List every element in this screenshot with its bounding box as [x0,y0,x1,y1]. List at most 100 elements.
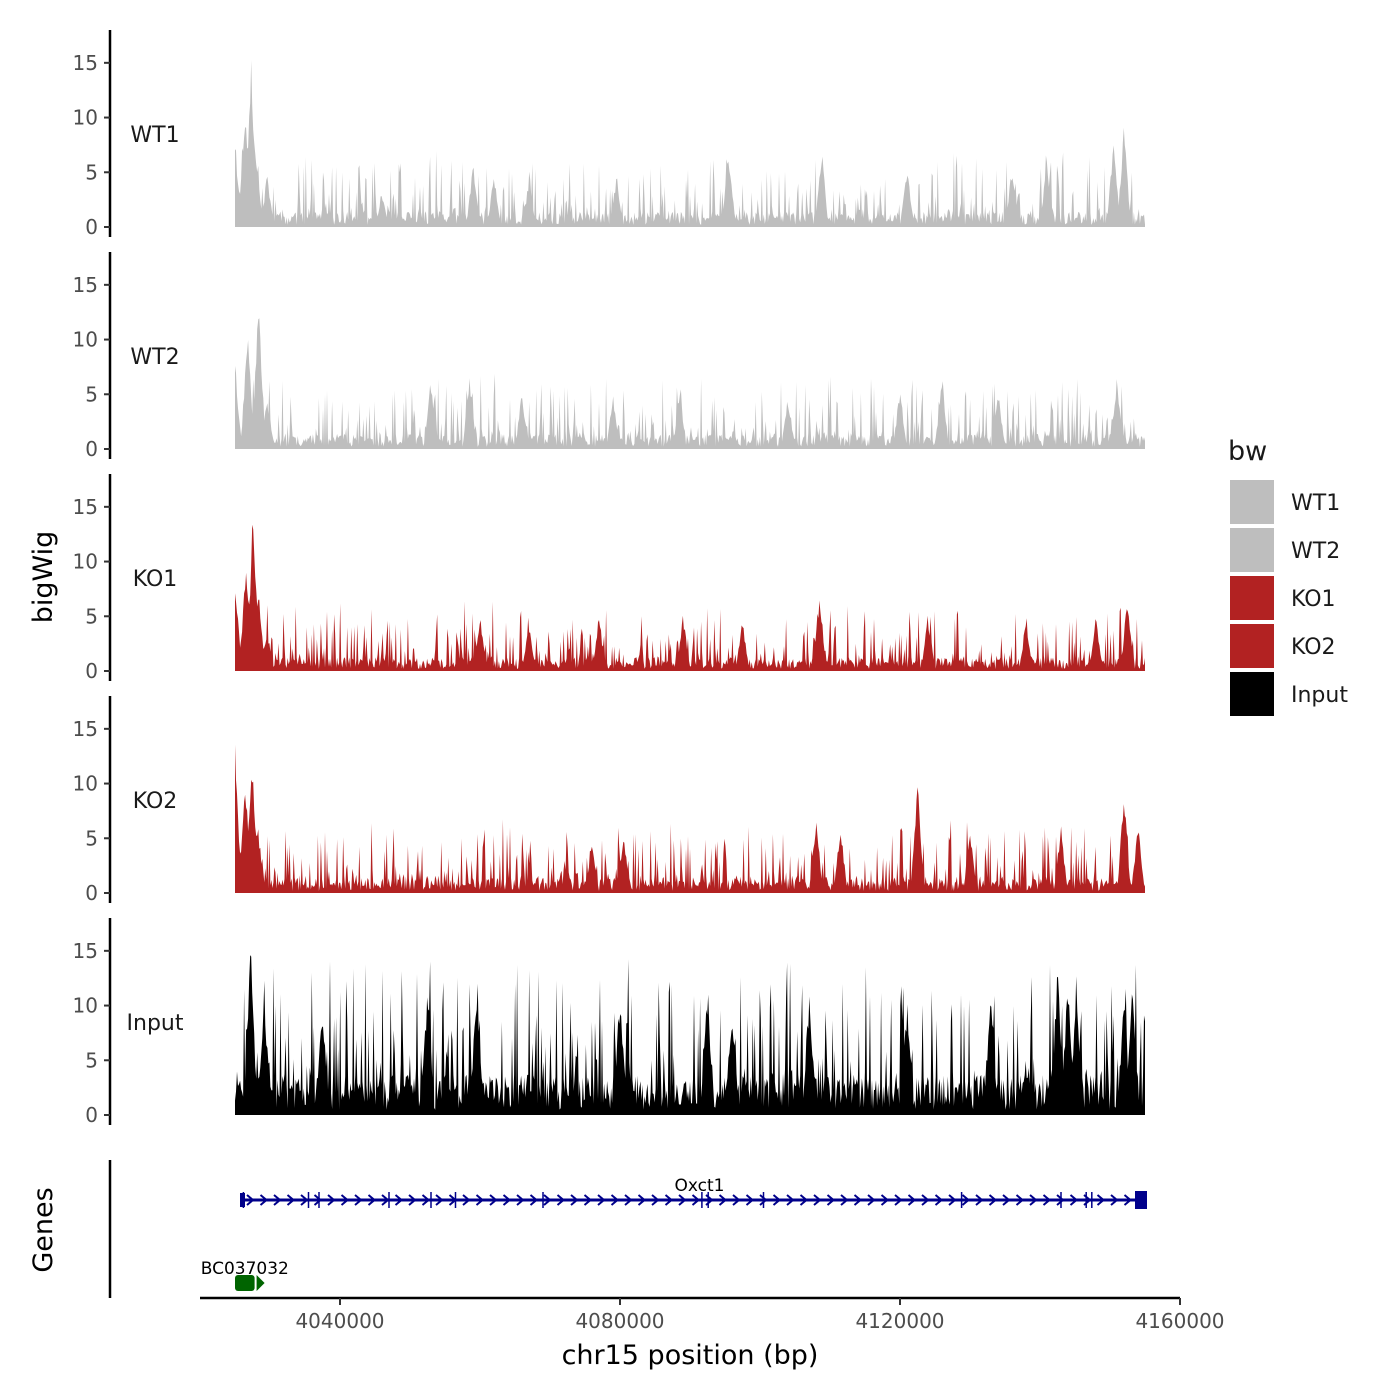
strand-arrow [786,1194,795,1206]
strand-arrow [840,1194,849,1206]
strand-arrow [664,1194,674,1206]
y-tick-label: 10 [73,994,98,1018]
x-tick-label: 4160000 [1135,1309,1224,1333]
gene-end-exon [1135,1191,1147,1209]
track-label: KO1 [133,567,178,592]
strand-arrow [313,1194,323,1206]
strand-arrow [988,1194,998,1206]
strand-arrow [921,1194,930,1206]
track-ko1: 0 5 10 15 KO1 [73,474,1145,683]
strand-arrow [624,1194,633,1206]
strand-arrow [354,1194,363,1206]
track-label: WT1 [130,123,179,148]
legend-swatch-ko2 [1230,624,1274,668]
strand-arrow [1015,1194,1025,1206]
y-tick-label: 5 [85,382,98,406]
strand-arrow [475,1194,485,1206]
strand-arrow [948,1194,957,1206]
signal-area-input [235,955,1145,1115]
strand-arrow [381,1194,390,1206]
legend-label: KO1 [1291,587,1336,612]
x-axis-title: chr15 position (bp) [562,1340,819,1371]
strand-arrow [1042,1194,1052,1206]
strand-arrow [259,1194,269,1206]
strand-arrow [826,1194,836,1206]
gene-block [235,1275,255,1291]
strand-arrow [1002,1194,1011,1206]
signal-area-wt2 [235,318,1145,449]
x-axis: 4040000 4080000 4120000 4160000 [200,1296,1225,1333]
strand-arrow [286,1194,296,1206]
track-label: Input [127,1011,184,1036]
strand-arrow [1029,1194,1038,1206]
gene-bc037032: BC037032 [201,1259,289,1291]
strand-arrow [610,1194,620,1206]
signal-area-ko2 [235,744,1145,893]
y-tick-label: 15 [73,495,98,519]
strand-arrow [853,1194,863,1206]
x-tick-label: 4120000 [855,1309,944,1333]
y-tick-label: 10 [73,772,98,796]
strand-arrow [1110,1194,1119,1206]
y-tick-label: 10 [73,550,98,574]
strand-arrow [759,1194,768,1206]
strand-arrow [678,1194,687,1206]
strand-arrow [556,1194,566,1206]
y-tick-label: 15 [73,51,98,75]
legend-label: WT2 [1291,539,1340,564]
strand-arrow [435,1194,444,1206]
strand-arrow [637,1194,647,1206]
legend-swatch-ko1 [1230,576,1274,620]
legend-swatch-wt1 [1230,480,1274,524]
strand-arrow [894,1194,903,1206]
y-tick-label: 15 [73,939,98,963]
strand-arrow [1069,1194,1079,1206]
strand-arrow [570,1194,579,1206]
y-axis-title: bigWig [28,531,59,624]
y-tick-label: 5 [85,604,98,628]
strand-arrow [502,1194,512,1206]
track-input: 0 5 10 15 Input [73,918,1145,1127]
strand-arrow [327,1194,336,1206]
gene-label: Oxct1 [675,1176,725,1196]
strand-arrow [1096,1194,1106,1206]
strand-arrow [300,1194,309,1206]
tracks-group: 0 5 10 15 WT1 0 5 10 15 WT2 0 5 10 15 KO1 0 5 10 15 KO2 0 5 10… [73,30,1145,1127]
legend-swatch-wt2 [1230,528,1274,572]
strand-arrow [256,1275,265,1291]
y-tick-label: 10 [73,328,98,352]
strand-arrow [597,1194,606,1206]
x-tick-label: 4040000 [295,1309,384,1333]
track-wt2: 0 5 10 15 WT2 [73,252,1145,461]
strand-arrow [408,1194,417,1206]
strand-arrow [340,1194,350,1206]
genes-panel: Oxct1 BC037032 [108,1160,1147,1298]
y-tick-label: 15 [73,717,98,741]
strand-arrow [813,1194,822,1206]
strand-arrow [367,1194,377,1206]
strand-arrow [273,1194,282,1206]
y-tick-label: 0 [85,659,98,683]
y-tick-label: 10 [73,106,98,130]
strand-arrow [934,1194,944,1206]
strand-arrow [651,1194,660,1206]
strand-arrow [745,1194,755,1206]
strand-arrow [961,1194,971,1206]
legend-swatch-input [1230,672,1274,716]
strand-arrow [718,1194,728,1206]
track-label: WT2 [130,345,179,370]
x-tick-label: 4080000 [575,1309,664,1333]
legend-title: bw [1228,436,1267,467]
strand-arrow [583,1194,593,1206]
strand-arrow [867,1194,876,1206]
strand-arrow [489,1194,498,1206]
strand-arrow [975,1194,984,1206]
strand-arrow [1123,1194,1133,1206]
strand-arrow [246,1194,255,1206]
strand-arrow [462,1194,471,1206]
legend: WT1 WT2 KO1 KO2 Input [1230,480,1348,716]
strand-arrow [1056,1194,1065,1206]
track-wt1: 0 5 10 15 WT1 [73,30,1145,239]
signal-area-wt1 [235,60,1145,228]
